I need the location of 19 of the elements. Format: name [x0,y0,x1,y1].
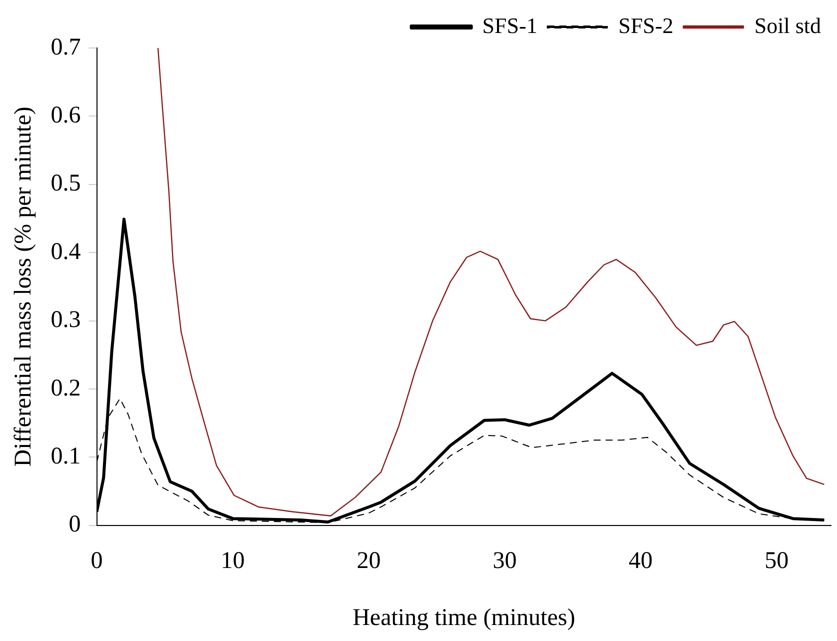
y-tick-label: 0.7 [50,34,81,60]
y-tick-label: 0.3 [50,307,81,334]
x-tick-label: 10 [220,548,245,574]
x-tick-label: 40 [628,548,653,574]
y-axis-title: Differential mass loss (% per minute) [10,106,37,467]
legend-label: Soil std [754,12,822,38]
y-tick-label: 0.4 [50,238,81,265]
legend-label: SFS-1 [482,12,538,38]
x-tick-label: 50 [764,548,789,574]
y-tick-label: 0.1 [50,443,81,470]
x-tick-label: 0 [90,548,103,574]
y-tick-label: 0.2 [50,375,81,402]
x-tick-label: 30 [492,548,517,574]
x-axis-title: Heating time (minutes) [352,604,576,631]
y-tick-label: 0.5 [50,170,81,197]
x-tick-label: 20 [356,548,381,574]
y-tick-label: 0.6 [50,102,81,128]
legend-label: SFS-2 [618,12,674,38]
y-tick-label: 0 [68,512,81,538]
